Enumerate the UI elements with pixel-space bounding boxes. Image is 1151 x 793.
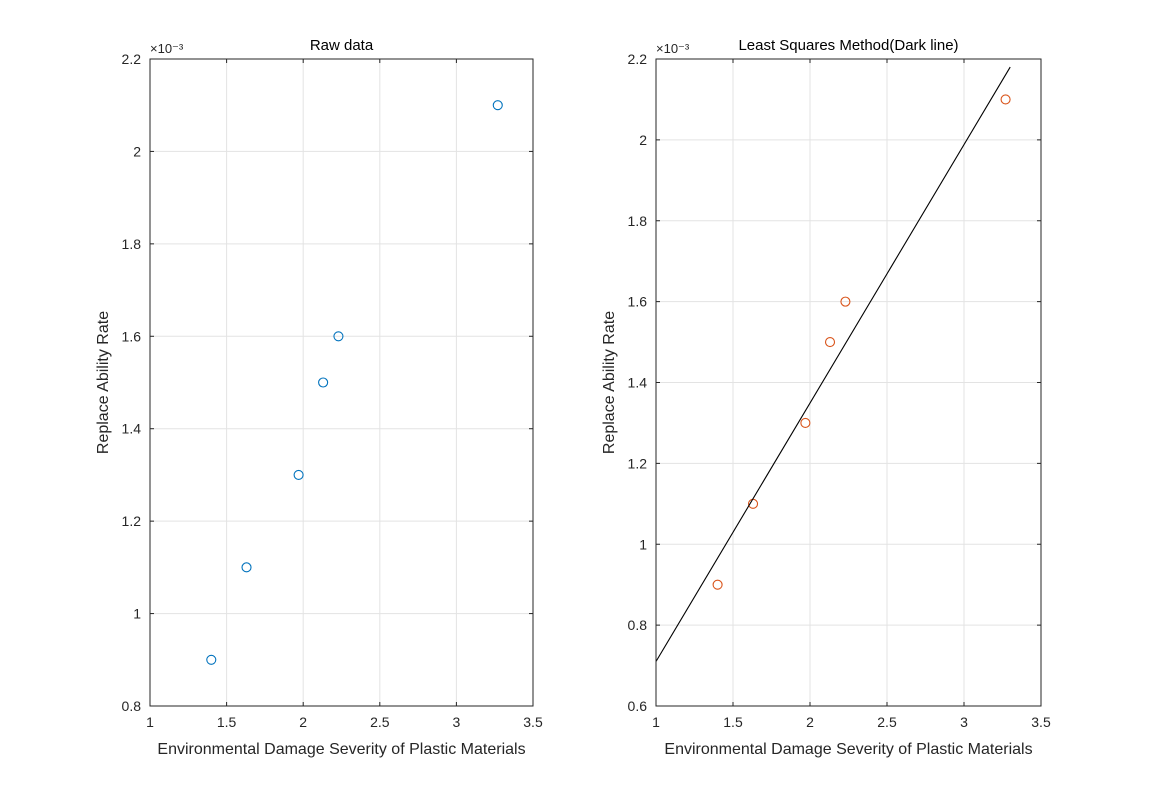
x-tick-label: 1.5 (217, 714, 237, 730)
y-tick-label: 1.8 (122, 236, 142, 252)
y-tick-label: 1.8 (628, 213, 648, 229)
y-tick-label: 0.8 (628, 617, 648, 633)
x-tick-label: 1.5 (723, 714, 743, 730)
chart-title: Raw data (310, 37, 374, 54)
y-tick-label: 1.4 (628, 375, 648, 391)
least-squares-plot: 1 1.5 2 2.5 3 3.5 0.6 0.8 1 1.2 1.4 1.6 1.8 2 2.2 Leas… (601, 37, 1051, 758)
data-point (333, 331, 344, 342)
y-tick-label: 2 (639, 132, 647, 148)
x-tick-label: 2 (299, 714, 307, 730)
y-tick-label: 2 (133, 143, 141, 159)
y-tick-label: 1 (133, 606, 141, 622)
y-tick-label: 1.6 (122, 328, 142, 344)
x-tick-label: 3 (453, 714, 461, 730)
data-point (800, 417, 811, 428)
data-point (824, 337, 836, 348)
x-tick-label: 3 (960, 714, 968, 730)
y-tick-label: 1.4 (122, 421, 142, 437)
y-tick-label: 2.2 (122, 51, 142, 67)
plot-area (150, 59, 533, 706)
y-axis-label: Replace Ability Rate (95, 311, 112, 454)
y-axis-label: Replace Ability Rate (601, 311, 618, 454)
data-point (712, 579, 723, 590)
x-tick-label: 2.5 (877, 714, 897, 730)
data-point (1000, 94, 1011, 105)
y-tick-label: 1.2 (122, 513, 142, 529)
x-tick-label: 1 (146, 714, 154, 730)
data-marks (206, 100, 503, 665)
x-tick-label: 2 (806, 714, 814, 730)
y-tick-label: 1.6 (628, 294, 648, 310)
x-tick-label: 3.5 (1031, 714, 1051, 730)
raw-data-plot: 1 1.5 2 2.5 3 3.50.811.21.41.61.822.2 Raw dat… (95, 37, 543, 758)
tick-marks: 1 1.5 2 2.5 3 3.5 0.6 0.8 1 1.2 1.4 1.6 1.8 2 2.2 (628, 51, 1051, 730)
data-point (293, 469, 304, 480)
x-tick-label: 2.5 (370, 714, 390, 730)
data-point (840, 296, 851, 307)
y-exponent-label: ×10⁻³ (150, 41, 184, 56)
data-point (492, 100, 503, 111)
y-tick-label: 0.8 (122, 698, 142, 714)
y-tick-label: 2.2 (628, 51, 648, 67)
axes-box (149, 58, 534, 707)
chart-title: Least Squares Method(Dark line) (738, 37, 958, 54)
data-point (241, 562, 252, 573)
x-axis-label: Environmental Damage Severity of Plastic… (664, 741, 1032, 758)
data-point (206, 654, 217, 665)
data-point (318, 377, 329, 388)
x-tick-label: 1 (652, 714, 660, 730)
y-exponent-label: ×10⁻³ (656, 41, 690, 56)
x-tick-label: 3.5 (523, 714, 543, 730)
y-tick-label: 1 (639, 536, 647, 552)
y-tick-label: 0.6 (628, 698, 648, 714)
fit-line (655, 66, 1011, 662)
data-marks (655, 66, 1011, 662)
tick-marks: 1 1.5 2 2.5 3 3.50.811.21.41.61.822.2 (122, 51, 543, 730)
y-tick-label: 1.2 (628, 455, 648, 471)
x-axis-label: Environmental Damage Severity of Plastic… (157, 741, 525, 758)
